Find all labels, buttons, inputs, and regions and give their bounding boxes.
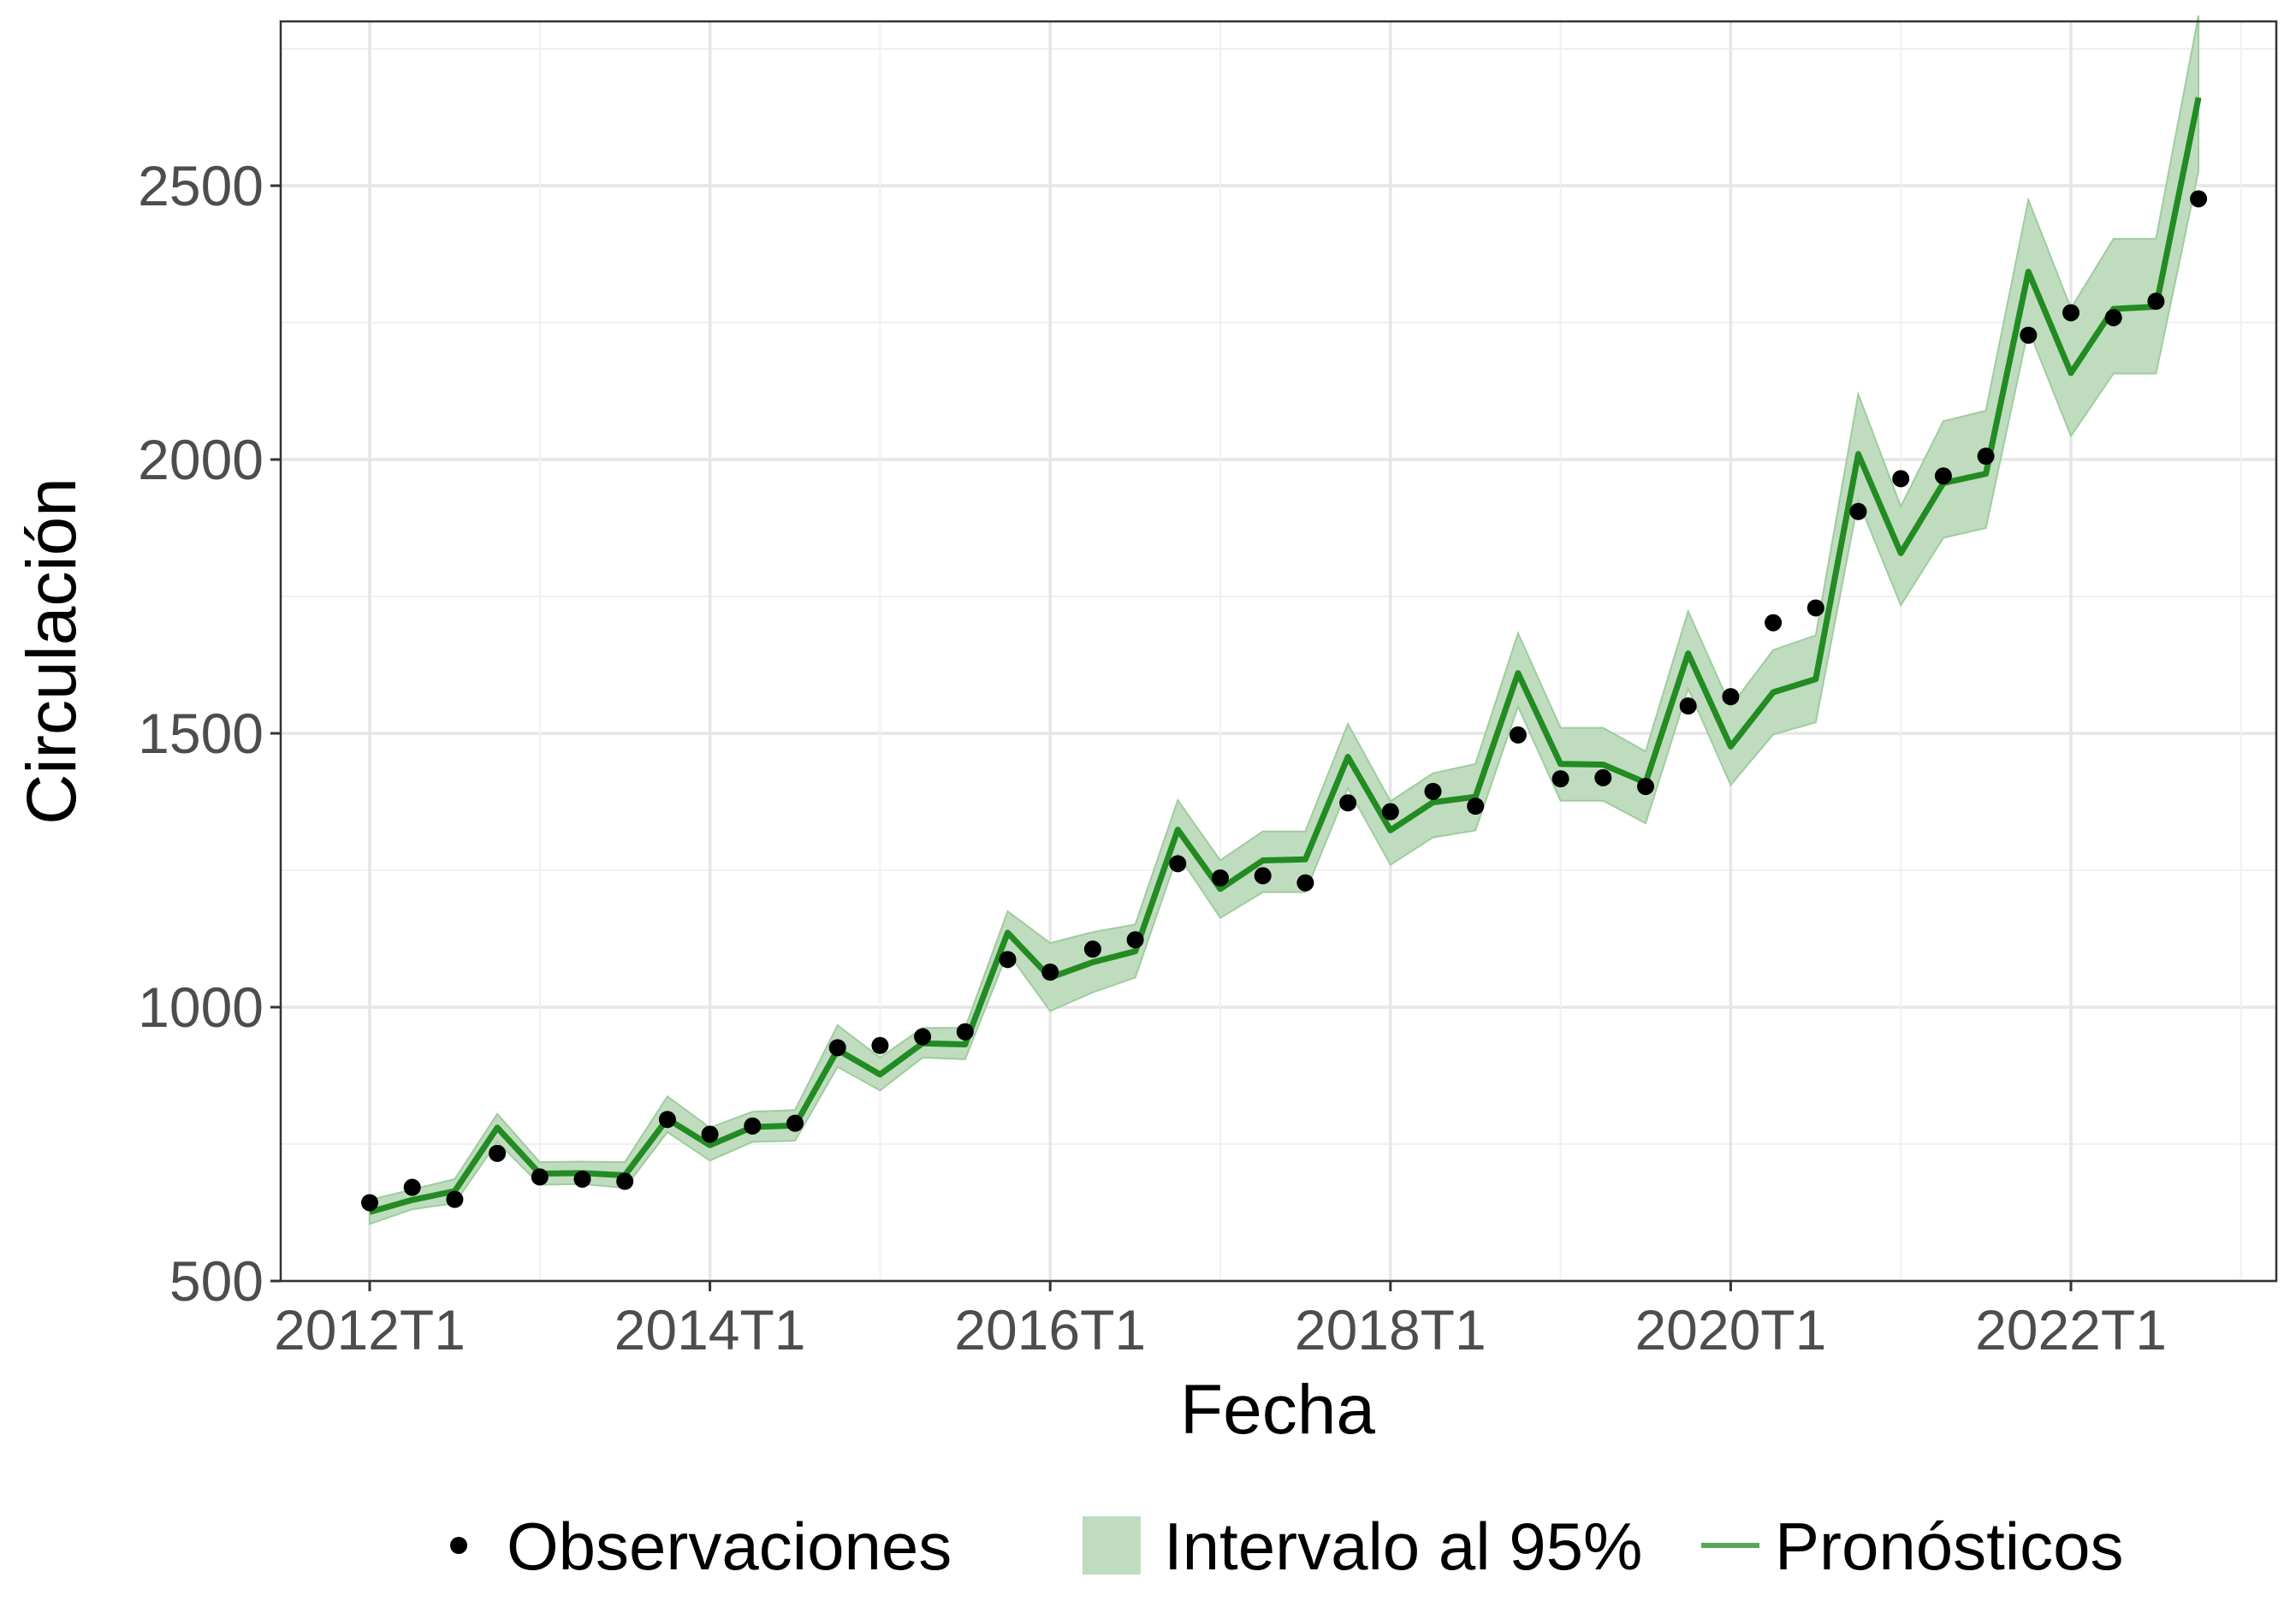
- observation-point: [489, 1144, 507, 1162]
- observation-point: [744, 1117, 762, 1135]
- legend-band-icon: [1083, 1516, 1141, 1575]
- observation-point: [1296, 874, 1314, 892]
- observation-point: [361, 1194, 378, 1212]
- legend-label-pronosticos: Pronósticos: [1775, 1509, 2124, 1584]
- observation-point: [1594, 768, 1612, 786]
- x-tick-label: 2016T1: [954, 1298, 1146, 1361]
- y-tick-label: 1000: [138, 976, 264, 1039]
- observation-point: [2147, 293, 2165, 311]
- observation-point: [1212, 869, 1229, 887]
- x-axis-title: Fecha: [1180, 1371, 1375, 1449]
- observation-point: [1381, 803, 1399, 821]
- observation-point: [1509, 726, 1527, 744]
- observation-point: [2020, 326, 2038, 344]
- observation-point: [403, 1178, 421, 1196]
- y-tick-label: 2000: [138, 428, 264, 491]
- observation-point: [616, 1172, 634, 1190]
- observation-point: [1339, 794, 1357, 812]
- legend: Observaciones Intervalo al 95% Pronóstic…: [450, 1509, 2124, 1584]
- legend-point-icon: [450, 1537, 467, 1554]
- plot-panel-border: [279, 20, 2278, 1283]
- observation-point: [786, 1114, 804, 1132]
- x-tick-label: 2022T1: [1975, 1298, 2167, 1361]
- observation-point: [1083, 940, 1101, 958]
- observation-point: [658, 1111, 676, 1129]
- observation-point: [1041, 964, 1059, 981]
- observation-point: [1169, 855, 1187, 873]
- observation-point: [1126, 931, 1144, 949]
- observation-point: [828, 1039, 846, 1057]
- observation-point: [1467, 798, 1485, 815]
- observation-point: [1765, 614, 1783, 632]
- observation-point: [999, 951, 1017, 969]
- observation-point: [2190, 190, 2208, 208]
- plot-panel-background: [281, 21, 2276, 1281]
- legend-item-intervalo: Intervalo al 95%: [1083, 1509, 1642, 1584]
- observation-point: [1679, 697, 1697, 715]
- x-tick-label: 2014T1: [614, 1298, 806, 1361]
- observation-point: [1424, 782, 1442, 800]
- legend-item-pronosticos: Pronósticos: [1701, 1509, 2124, 1584]
- observation-point: [573, 1170, 591, 1188]
- observation-point: [701, 1125, 719, 1143]
- grid-lines: [281, 21, 2276, 1283]
- x-tick-label: 2012T1: [274, 1298, 466, 1361]
- observation-point: [1254, 867, 1272, 885]
- legend-label-intervalo: Intervalo al 95%: [1164, 1509, 1642, 1584]
- y-axis-title: Circulación: [13, 477, 91, 825]
- x-tick-label: 2018T1: [1295, 1298, 1486, 1361]
- y-tick-label: 1500: [138, 702, 264, 765]
- observation-point: [1807, 599, 1824, 617]
- observation-points-layer: [361, 190, 2208, 1212]
- observation-point: [1892, 470, 1910, 488]
- observation-point: [2104, 309, 2122, 327]
- observation-point: [1977, 448, 1995, 466]
- y-tick-label: 500: [169, 1249, 264, 1313]
- observation-point: [531, 1168, 549, 1186]
- y-tick-label: 2500: [138, 154, 264, 217]
- observation-point: [956, 1023, 974, 1041]
- legend-label-observaciones: Observaciones: [507, 1509, 952, 1584]
- observation-point: [871, 1036, 889, 1054]
- observation-point: [1934, 467, 1952, 485]
- legend-item-observaciones: Observaciones: [450, 1509, 952, 1584]
- axis-ticks: 500 1000 1500 2000 2500 2012T1 2014T1 2016T1 201…: [138, 154, 2167, 1361]
- interval-band-layer: [369, 15, 2200, 1225]
- observation-point: [1551, 770, 1569, 788]
- observation-point: [2062, 304, 2079, 322]
- observation-point: [1637, 778, 1654, 796]
- observation-point: [446, 1190, 464, 1208]
- observation-point: [1722, 688, 1740, 706]
- observation-point: [1849, 502, 1867, 520]
- observation-point: [914, 1028, 932, 1046]
- interval-band: [369, 15, 2200, 1225]
- x-tick-label: 2020T1: [1634, 1298, 1826, 1361]
